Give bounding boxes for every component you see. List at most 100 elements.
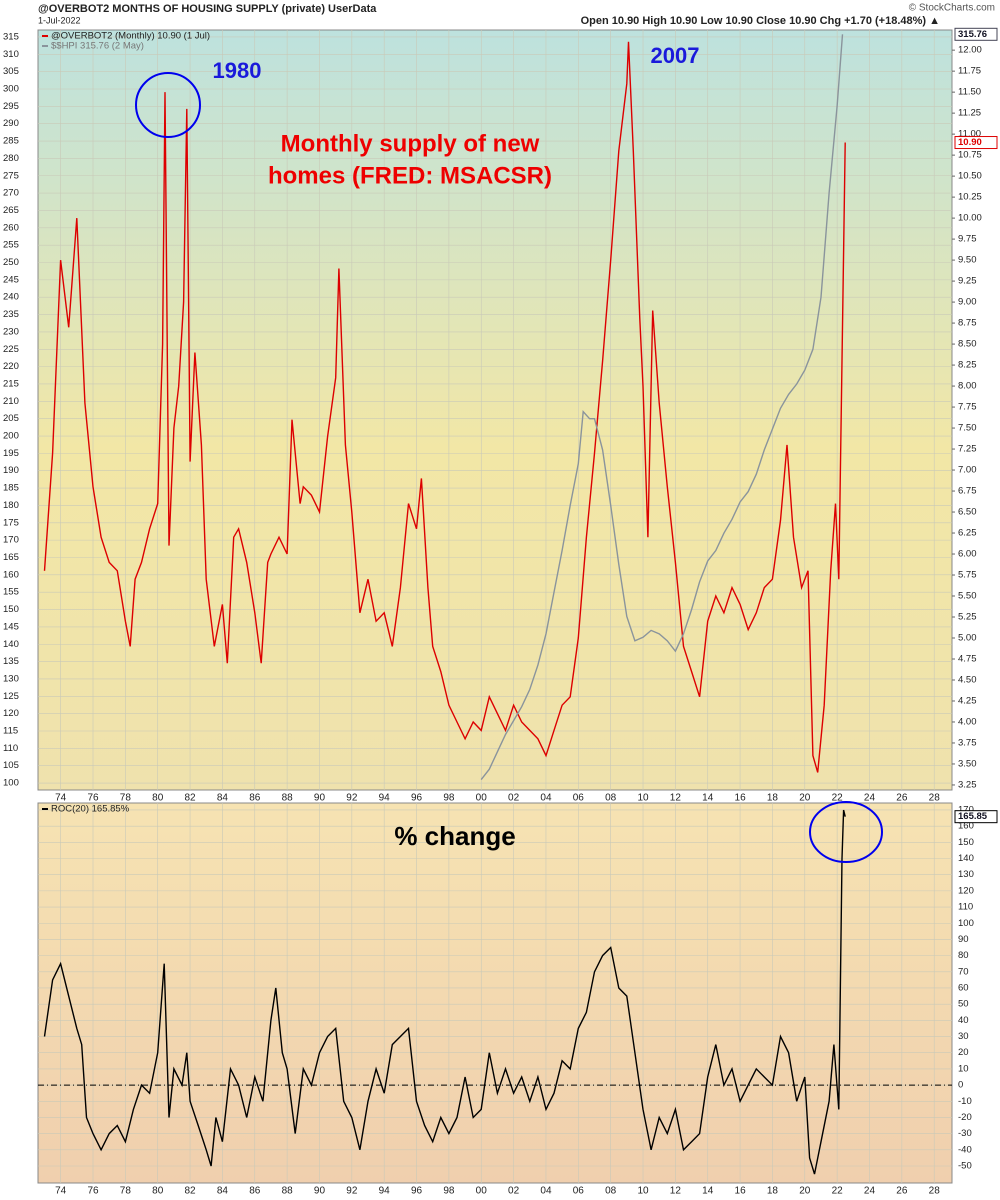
value-tag [954,27,998,41]
value-tag [954,810,998,824]
y2-tick-label: 7.75 [958,402,977,413]
x-tick-label: 02 [508,793,520,804]
value-tag-label: 10.90 [958,137,982,148]
highlight-circle [135,72,201,138]
y-tick-label: 60 [958,982,969,993]
y-tick-label: 110 [958,902,973,913]
panels: 1001051101151201251301351401451501551601… [3,27,998,1197]
y-tick-label: -10 [958,1096,972,1107]
y-tick-label: 10 [958,1063,969,1074]
x-tick-label: 74 [55,1186,67,1197]
y-tick-label: 195 [3,448,19,459]
x-tick-label: 24 [864,793,876,804]
y-tick-label: 125 [3,691,19,702]
x-tick-label: 92 [346,1186,358,1197]
y-tick-label: -30 [958,1128,972,1139]
y-tick-label: 295 [3,101,19,112]
y-tick-label: 185 [3,483,19,494]
y-tick-label: 290 [3,118,19,129]
y-tick-label: 130 [3,673,19,684]
x-tick-label: 24 [864,1186,876,1197]
ohlc-text: Open 10.90 High 10.90 Low 10.90 Close 10… [581,15,940,27]
y2-tick-label: 7.50 [958,423,977,434]
y-tick-label: 300 [3,84,19,95]
y-tick-label: 175 [3,517,19,528]
x-tick-label: 98 [443,1186,455,1197]
y-tick-label: 160 [958,821,974,832]
series-line [43,41,846,773]
y2-tick-label: 5.75 [958,570,977,581]
y-tick-label: 115 [3,726,18,737]
y2-tick-label: 12.00 [958,45,982,56]
x-tick-label: 08 [605,1186,617,1197]
x-tick-label: 18 [767,793,779,804]
y2-tick-label: 8.25 [958,360,977,371]
y-tick-label: 270 [3,188,19,199]
x-tick-label: 96 [411,1186,423,1197]
y2-tick-label: 11.50 [958,87,981,98]
x-tick-label: 74 [55,793,67,804]
y-tick-label: 100 [958,918,974,929]
y2-tick-label: 6.00 [958,549,977,560]
y-tick-label: 280 [3,153,19,164]
y2-tick-label: 9.00 [958,297,977,308]
x-tick-label: 92 [346,793,358,804]
y-tick-label: 150 [958,837,974,848]
y-tick-label: 245 [3,274,19,285]
y-tick-label: 135 [3,656,19,667]
chart-title: @OVERBOT2 MONTHS OF HOUSING SUPPLY (priv… [38,3,377,15]
y2-tick-label: 10.75 [958,150,982,161]
y-tick-label: 120 [3,708,19,719]
x-tick-label: 12 [670,1186,682,1197]
value-tag-label: 315.76 [958,29,987,40]
x-tick-label: 80 [152,1186,164,1197]
x-tick-label: 76 [87,793,99,804]
y-tick-label: 310 [3,49,19,60]
y2-tick-label: 5.25 [958,612,977,623]
y2-tick-label: 9.75 [958,234,977,245]
y2-tick-label: 8.00 [958,381,977,392]
x-tick-label: 26 [896,1186,908,1197]
x-tick-label: 02 [508,1186,520,1197]
y-tick-label: -50 [958,1161,972,1172]
y-tick-label: 220 [3,361,19,372]
y-tick-label: 235 [3,309,19,320]
y2-tick-label: 4.25 [958,695,977,706]
x-tick-label: 88 [282,1186,294,1197]
y-tick-label: 215 [3,378,19,389]
x-tick-label: 90 [314,793,326,804]
x-tick-label: 00 [476,793,488,804]
y2-tick-label: 10.00 [958,213,982,224]
x-tick-label: 22 [832,1186,844,1197]
chart-date: 1-Jul-2022 [38,15,81,25]
x-tick-label: 04 [540,793,552,804]
annotation: homes (FRED: MSACSR) [268,162,552,189]
y2-tick-label: 8.50 [958,339,977,350]
x-tick-label: 84 [217,793,229,804]
x-tick-label: 80 [152,793,164,804]
value-tag-label: 165.85 [958,811,988,822]
y-tick-label: 40 [958,1015,969,1026]
y-tick-label: 255 [3,240,19,251]
x-tick-label: 10 [637,1186,649,1197]
x-tick-label: 04 [540,1186,552,1197]
x-tick-label: 94 [379,793,391,804]
y-tick-label: 30 [958,1031,969,1042]
y-tick-label: 190 [3,465,19,476]
x-tick-label: 16 [735,793,747,804]
legend-label: @OVERBOT2 (Monthly) 10.90 (1 Jul) [51,31,210,42]
x-tick-label: 90 [314,1186,326,1197]
y-tick-label: 305 [3,66,19,77]
x-tick-label: 28 [929,1186,941,1197]
y-tick-label: 140 [958,853,974,864]
x-tick-label: 20 [799,1186,811,1197]
y2-tick-label: 11.75 [958,66,981,77]
y-tick-label: 140 [3,639,19,650]
x-tick-label: 82 [185,1186,197,1197]
y-tick-label: 155 [3,587,19,598]
y-tick-label: 315 [3,31,19,42]
y2-tick-label: 7.00 [958,465,977,476]
x-tick-label: 84 [217,1186,229,1197]
y2-tick-label: 8.75 [958,318,977,329]
